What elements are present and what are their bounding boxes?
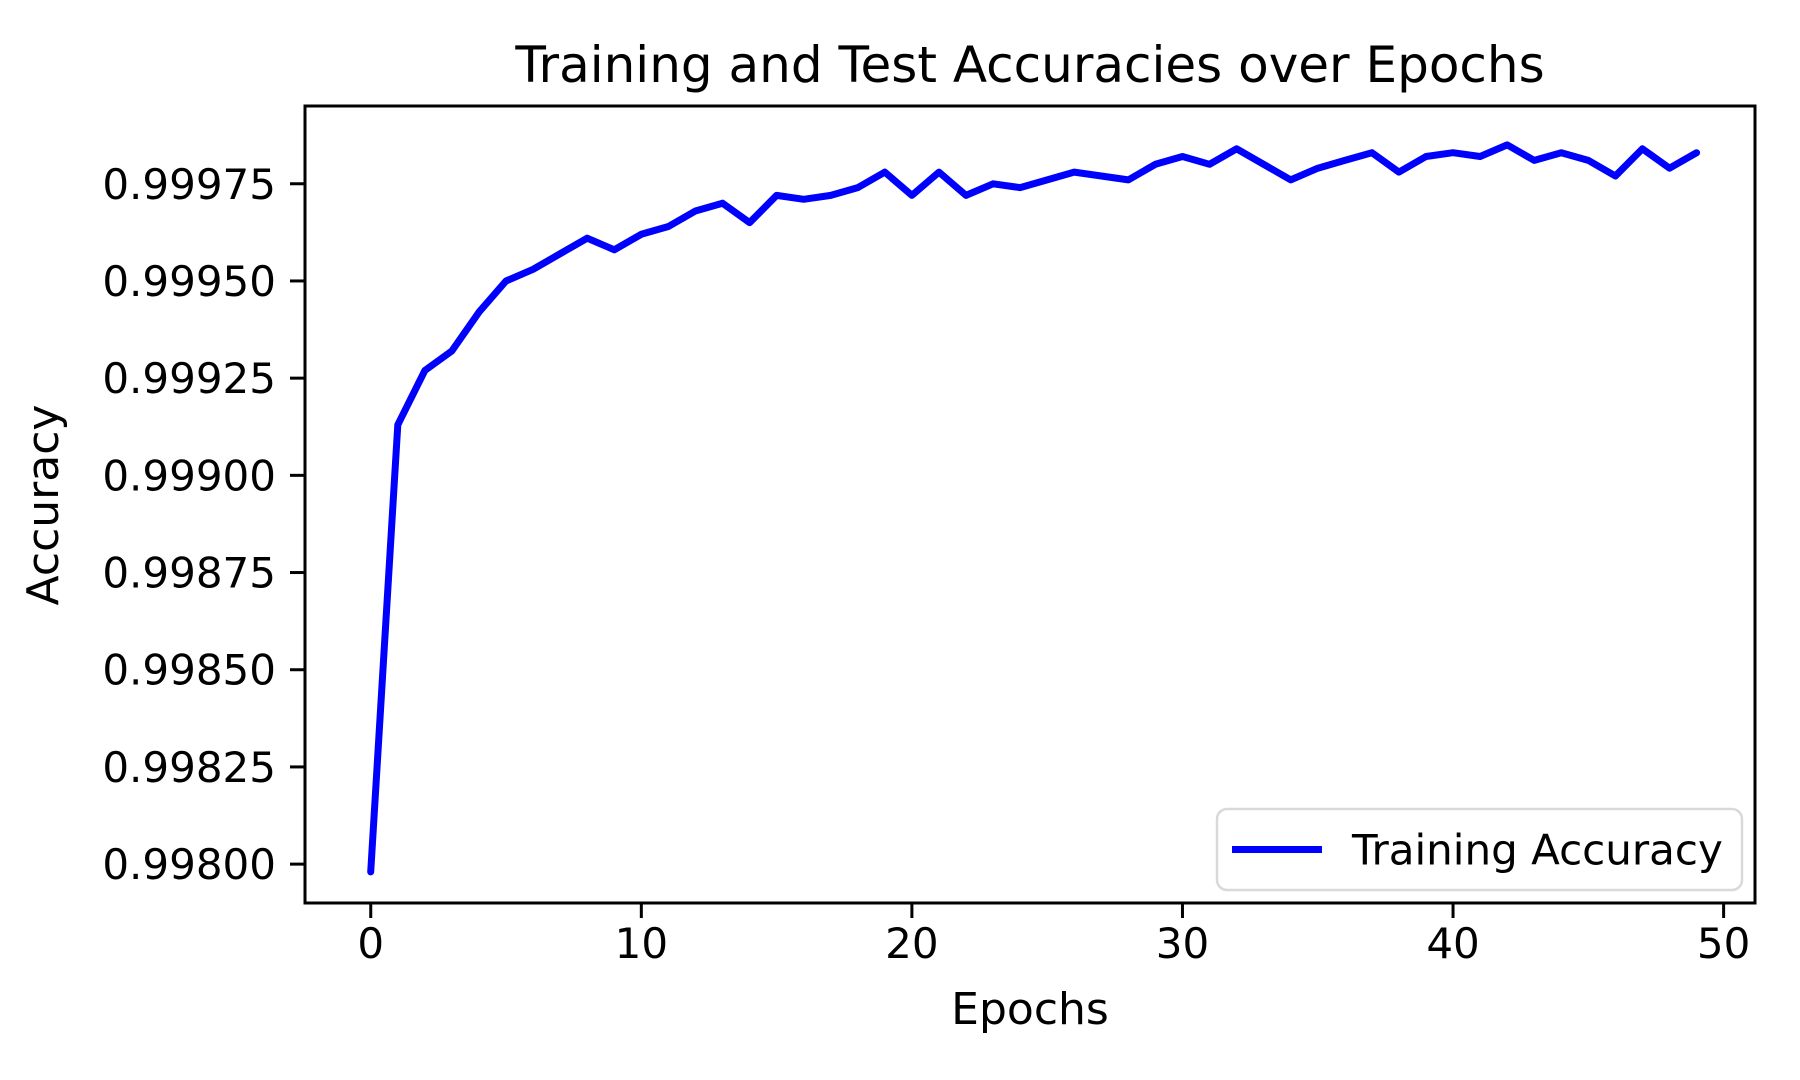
axes-layer: 0.99800 0.99825 0.99850 0.99875 0.99900 0.999… — [102, 104, 1757, 968]
y-tick-label: 0.99950 — [102, 257, 276, 306]
x-tick-label: 40 — [1426, 919, 1479, 968]
legend-box — [1215, 807, 1744, 892]
y-tick-label: 0.99875 — [102, 549, 276, 598]
y-axis-label: Accuracy — [18, 405, 69, 606]
y-tick-label: 0.99975 — [102, 160, 276, 209]
x-tick-label: 50 — [1697, 919, 1750, 968]
y-tick-label: 0.99825 — [102, 743, 276, 792]
y-tick-label: 0.99850 — [102, 646, 276, 695]
x-tick-label: 10 — [615, 919, 668, 968]
y-tick-label: 0.99800 — [102, 840, 276, 889]
y-tick-label: 0.99900 — [102, 451, 276, 500]
series-layer — [367, 141, 1701, 876]
x-tick-label: 30 — [1156, 919, 1209, 968]
chart-title: Training and Test Accuracies over Epochs — [514, 36, 1544, 94]
x-axis-label: Epochs — [951, 984, 1109, 1035]
legend-label: Training Accuracy — [1351, 826, 1723, 875]
x-tick-label: 0 — [357, 919, 384, 968]
y-tick-label: 0.99925 — [102, 354, 276, 403]
axes-spines — [303, 104, 1757, 905]
legend: Training Accuracy — [1215, 807, 1744, 892]
training-accuracy-line — [367, 141, 1701, 876]
x-tick-label: 20 — [885, 919, 938, 968]
